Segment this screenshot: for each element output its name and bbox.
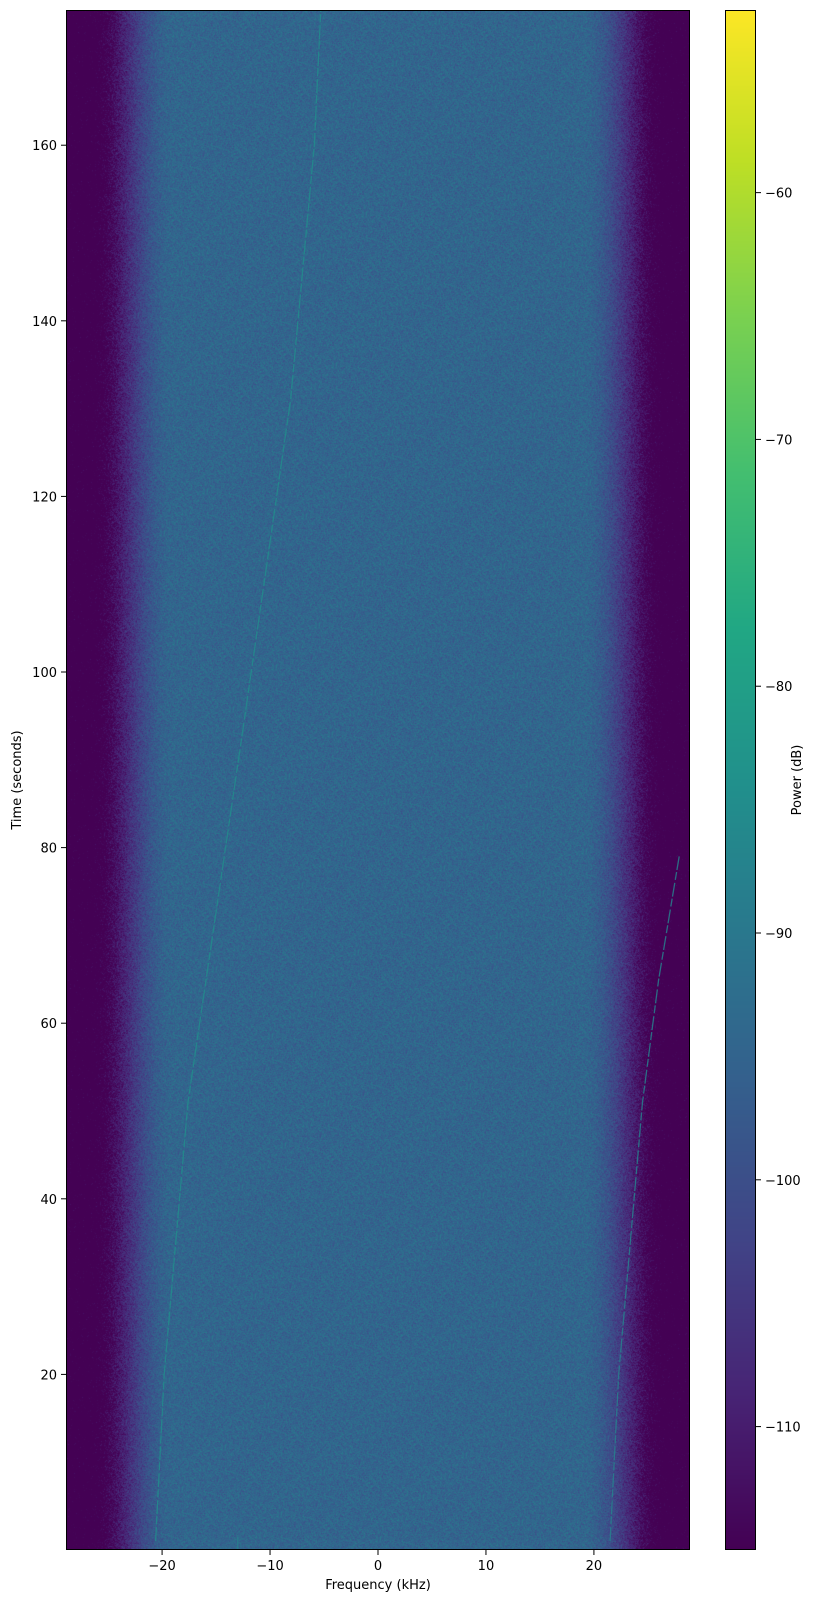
colorbar-frame	[725, 10, 756, 1550]
x-tick-label: 0	[374, 1559, 382, 1574]
x-axis-label: Frequency (kHz)	[325, 1578, 431, 1593]
y-tick-label: 20	[40, 1368, 57, 1383]
colorbar-gradient	[725, 10, 756, 1550]
colorbar-label: Power (dB)	[790, 745, 805, 816]
y-tick-label: 80	[40, 842, 57, 857]
y-tick-label: 40	[40, 1193, 57, 1208]
colorbar-tick-label: −110	[765, 1421, 801, 1436]
y-tick-label: 60	[40, 1017, 57, 1032]
x-tick-label: −10	[256, 1559, 283, 1574]
y-tick-label: 160	[32, 139, 57, 154]
colorbar-tick-label: −80	[765, 680, 792, 695]
colorbar-tick-label: −70	[765, 433, 792, 448]
y-ticks: 20 40 60 80 100 120 140 160	[32, 139, 66, 1383]
plot-frame	[66, 10, 690, 1550]
colorbar-tick-label: −100	[765, 1174, 801, 1189]
colorbar-ticks: −60 −70 −80 −90 −100 −110	[756, 187, 801, 1436]
x-ticks: −20 −10 0 10 20	[148, 1550, 602, 1574]
x-tick-label: −20	[148, 1559, 175, 1574]
signal-traces	[154, 9, 680, 1550]
y-tick-label: 120	[32, 490, 57, 505]
colorbar-tick-label: −90	[765, 927, 792, 942]
y-tick-label: 140	[32, 315, 57, 330]
spectrogram-heatmap	[66, 10, 690, 1550]
colorbar-tick-label: −60	[765, 187, 792, 202]
signal-trace-0	[154, 9, 322, 1542]
y-axis-label: Time (seconds)	[10, 730, 25, 830]
x-tick-label: 20	[586, 1559, 603, 1574]
y-tick-label: 100	[32, 666, 57, 681]
signal-trace-1	[609, 856, 680, 1542]
x-tick-label: 10	[478, 1559, 495, 1574]
